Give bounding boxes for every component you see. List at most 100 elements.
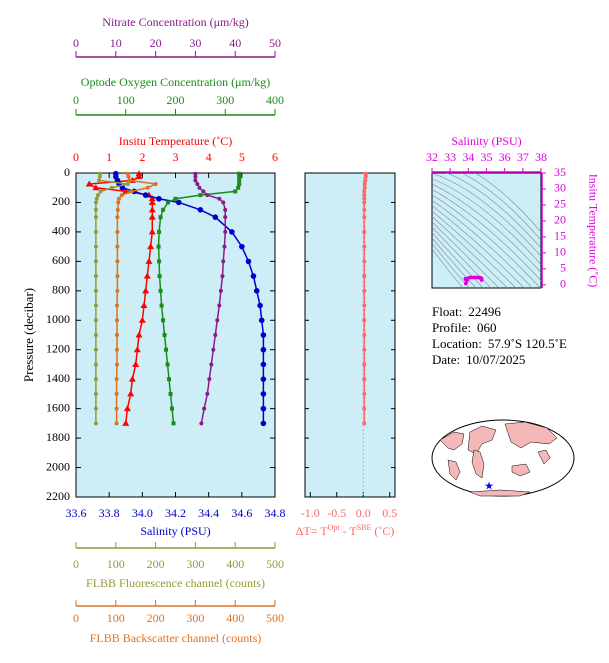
data-point <box>159 303 164 308</box>
data-point <box>176 199 182 206</box>
data-point <box>193 171 198 176</box>
data-point <box>166 200 171 205</box>
data-point <box>207 377 212 382</box>
data-point <box>223 215 228 220</box>
x-tick-label: 0 <box>73 93 79 107</box>
float-info-value: 060 <box>477 320 497 335</box>
data-point <box>258 317 265 324</box>
data-point <box>193 174 198 179</box>
x-tick-label: 50 <box>269 36 281 50</box>
data-point <box>236 185 241 190</box>
data-point <box>209 362 214 367</box>
data-point <box>362 274 367 279</box>
data-point <box>115 244 120 249</box>
x-tick-label: 500 <box>266 611 284 625</box>
x-tick-label: 0 <box>73 611 79 625</box>
data-point <box>114 333 119 337</box>
y-tick-label: 30 <box>554 181 566 195</box>
data-point <box>97 178 102 183</box>
data-point <box>93 244 98 249</box>
data-point <box>215 318 220 323</box>
data-point <box>362 303 367 308</box>
density-contour <box>432 221 500 288</box>
y-tick-label: 25 <box>554 197 566 211</box>
data-point <box>221 259 226 264</box>
y-axis-title: Pressure (decibar) <box>21 288 36 382</box>
data-point <box>218 288 223 293</box>
float-info: Location: 57.9˚S 120.5˚E <box>432 336 567 351</box>
x-tick-label: 100 <box>107 557 125 571</box>
density-contour <box>461 173 541 241</box>
data-point <box>164 347 169 352</box>
axis-title: FLBB Backscatter channel (counts) <box>90 631 262 645</box>
data-point <box>143 272 151 279</box>
x-tick-label: -0.5 <box>327 506 346 520</box>
data-point <box>212 214 219 220</box>
data-point <box>157 229 162 234</box>
data-point <box>253 288 260 294</box>
x-tick-label: 35 <box>481 150 493 164</box>
y-tick-label: 1600 <box>46 400 70 414</box>
x-tick-label: 400 <box>266 93 284 107</box>
data-point <box>362 362 367 367</box>
x-tick-label: 36 <box>499 150 511 164</box>
axis-title: Optode Oxygen Concentration (μm/kg) <box>81 75 270 89</box>
data-point <box>260 376 267 382</box>
data-point <box>153 182 158 187</box>
data-point <box>97 174 102 179</box>
data-point <box>128 375 136 382</box>
x-tick-label: 34.0 <box>132 506 153 520</box>
float-location-star: ★ <box>484 481 494 493</box>
data-point <box>126 174 131 179</box>
data-point <box>223 207 228 212</box>
data-point <box>158 288 163 293</box>
y-tick-label: 35 <box>554 165 566 179</box>
data-point <box>217 303 222 308</box>
y-tick-label: 800 <box>52 283 70 297</box>
x-axis-title: Salinity (PSU) <box>451 134 521 148</box>
y-tick-label: 15 <box>554 229 566 243</box>
y-tick-label: 200 <box>52 194 70 208</box>
data-point <box>140 302 148 309</box>
data-point <box>116 200 121 205</box>
x-tick-label: 400 <box>226 611 244 625</box>
data-point <box>114 318 119 323</box>
data-point <box>98 189 103 194</box>
data-point <box>93 207 98 212</box>
x-tick-label: 3 <box>173 150 179 164</box>
density-contour <box>432 183 541 273</box>
axis-title: Salinity (PSU) <box>140 524 210 538</box>
data-point <box>237 174 242 179</box>
data-point <box>93 259 98 264</box>
y-axis-title: Insitu Temperature (˚C) <box>586 174 600 288</box>
data-point <box>165 362 170 367</box>
data-point <box>362 377 367 382</box>
data-point <box>97 171 102 176</box>
data-point <box>93 377 98 382</box>
data-point <box>93 347 98 352</box>
data-point <box>197 185 202 190</box>
data-point <box>257 302 263 309</box>
data-point <box>148 206 156 213</box>
data-point <box>362 200 367 205</box>
float-info-value: 57.9˚S 120.5˚E <box>488 336 567 351</box>
data-point <box>93 391 98 396</box>
data-point <box>95 193 100 198</box>
data-point <box>93 200 98 205</box>
density-contour <box>432 216 509 288</box>
data-point <box>362 215 367 220</box>
density-contour <box>432 232 484 288</box>
y-tick-label: 2000 <box>46 459 70 473</box>
data-point <box>260 405 267 412</box>
y-tick-label: 0 <box>560 277 566 291</box>
axis-title: Insitu Temperature (˚C) <box>119 134 233 148</box>
world-map: ★ <box>431 419 575 497</box>
x-tick-label: 100 <box>107 611 125 625</box>
density-contour <box>432 189 541 281</box>
data-point <box>115 259 120 264</box>
x-tick-label: 2 <box>139 150 145 164</box>
data-point <box>362 244 367 249</box>
x-tick-label: 34.2 <box>165 506 186 520</box>
data-point <box>362 189 367 194</box>
density-contour <box>432 199 533 288</box>
